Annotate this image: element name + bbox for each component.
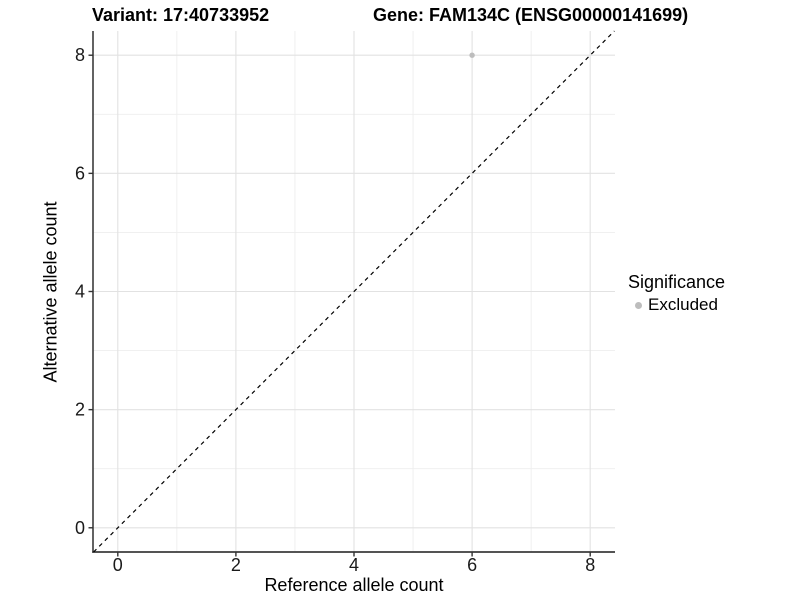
legend-entry: Excluded xyxy=(628,295,725,315)
axis-layer: 0 2 4 6 8 0 2 4 6 8 xyxy=(75,31,615,575)
plot-title-variant: Variant: 17:40733952 xyxy=(92,5,270,25)
x-axis-title: Reference allele count xyxy=(264,575,444,595)
y-tick-label: 0 xyxy=(75,518,85,538)
y-axis-title: Alternative allele count xyxy=(40,201,61,383)
identity-line xyxy=(93,30,615,553)
y-tick-label: 6 xyxy=(75,163,85,183)
x-tick-label: 4 xyxy=(349,555,359,575)
legend-title: Significance xyxy=(628,272,726,292)
x-tick-label: 2 xyxy=(231,555,241,575)
y-tick-label: 2 xyxy=(75,400,85,420)
data-point xyxy=(469,52,475,58)
data-point-layer xyxy=(469,52,475,58)
x-tick-label: 0 xyxy=(113,555,123,575)
legend-entry-label: Excluded xyxy=(648,295,718,314)
legend-point-icon xyxy=(635,301,642,309)
identity-line-layer xyxy=(93,30,615,553)
y-tick-label: 4 xyxy=(75,282,85,302)
legend: Significance Excluded xyxy=(628,272,725,315)
plot-title-gene: Gene: FAM134C (ENSG00000141699) xyxy=(373,5,689,25)
y-tick-label: 8 xyxy=(75,45,85,65)
x-tick-label: 8 xyxy=(585,555,595,575)
x-tick-label: 6 xyxy=(467,555,477,575)
legend-entries: Excluded xyxy=(628,295,725,315)
